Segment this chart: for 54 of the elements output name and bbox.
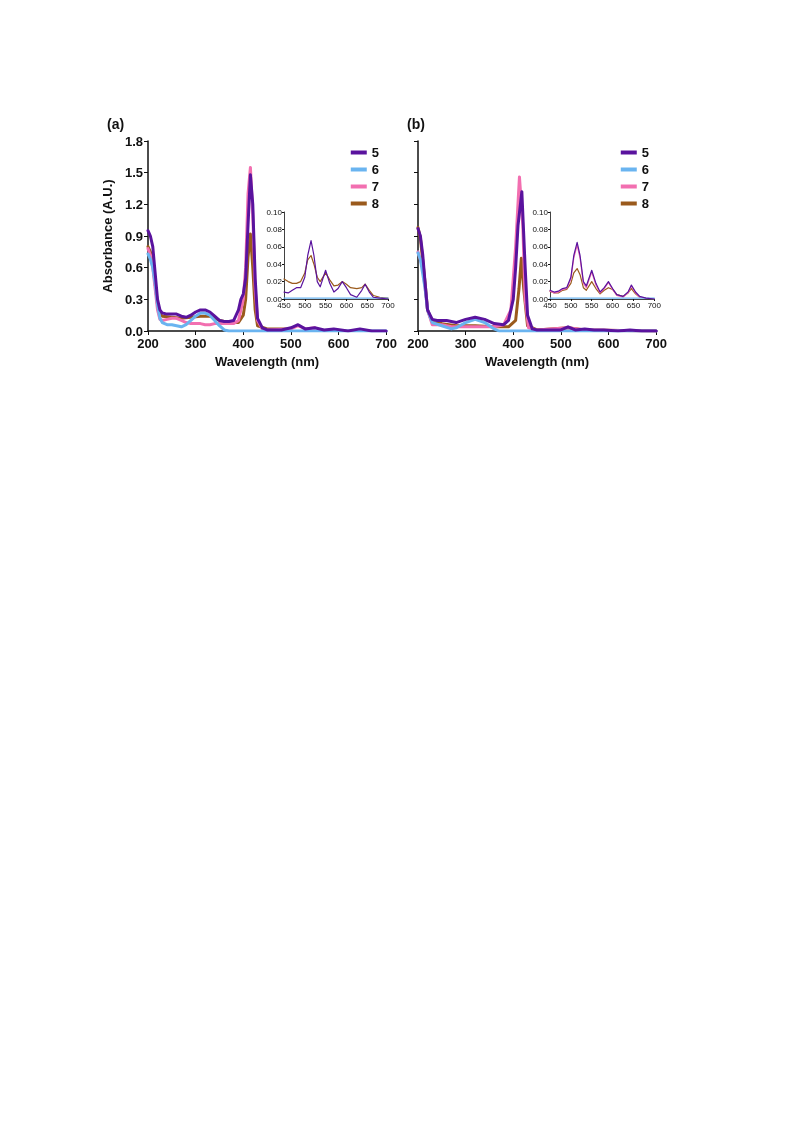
x-tick-label: 600 xyxy=(339,300,354,310)
x-tick-label: 500 xyxy=(550,336,572,351)
y-tick-label: 0.08 xyxy=(266,224,283,234)
y-tick-label: 0.3 xyxy=(124,291,143,307)
x-tick-label: 500 xyxy=(298,300,313,310)
y-tick-label: 0.9 xyxy=(124,228,143,244)
legend-label: 6 xyxy=(641,162,649,177)
x-tick-label: 650 xyxy=(360,300,375,310)
legend-label: 8 xyxy=(641,196,649,211)
y-tick-label: 0.02 xyxy=(266,277,283,287)
x-tick-label: 300 xyxy=(454,336,477,351)
y-tick-label: 0.04 xyxy=(532,259,549,269)
x-tick-label: 700 xyxy=(645,336,668,351)
y-tick-label: 0.6 xyxy=(124,260,143,276)
x-tick-label: 500 xyxy=(564,300,579,310)
legend-label: 8 xyxy=(371,196,379,211)
x-tick-label: 700 xyxy=(647,300,662,310)
y-tick-label: 1.8 xyxy=(124,133,143,149)
x-tick-label: 400 xyxy=(502,336,525,351)
y-tick-label: 0.04 xyxy=(266,259,283,269)
x-tick-label: 700 xyxy=(381,300,396,310)
y-tick-label: 0.10 xyxy=(266,207,283,217)
x-tick-label: 550 xyxy=(585,300,599,310)
y-tick-label: 1.5 xyxy=(124,165,143,181)
y-axis-title: Absorbance (A.U.) xyxy=(100,179,116,293)
chart-title: (a) xyxy=(107,116,125,132)
y-tick-label: 0.0 xyxy=(124,323,143,339)
x-tick-label: 600 xyxy=(605,300,620,310)
legend-label: 5 xyxy=(641,145,649,160)
legend-label: 6 xyxy=(371,162,379,177)
x-tick-label: 200 xyxy=(137,336,159,351)
x-tick-label: 600 xyxy=(327,336,350,351)
x-tick-label: 300 xyxy=(184,336,207,351)
x-tick-label: 400 xyxy=(232,336,255,351)
x-tick-label: 700 xyxy=(375,336,398,351)
x-tick-label: 500 xyxy=(280,336,302,351)
y-tick-label: 0.00 xyxy=(266,294,283,304)
y-tick-label: 1.2 xyxy=(124,196,143,212)
x-axis-title: Wavelength (nm) xyxy=(484,353,590,369)
x-tick-label: 600 xyxy=(597,336,620,351)
y-tick-label: 0.06 xyxy=(266,242,283,252)
x-axis-title: Wavelength (nm) xyxy=(214,353,320,369)
y-tick-label: 0.00 xyxy=(532,294,549,304)
y-tick-label: 0.02 xyxy=(532,277,549,287)
y-tick-label: 0.08 xyxy=(532,224,549,234)
x-tick-label: 200 xyxy=(407,336,429,351)
x-tick-label: 550 xyxy=(318,300,333,310)
legend-label: 7 xyxy=(641,179,649,194)
x-tick-label: 650 xyxy=(626,300,641,310)
legend-label: 7 xyxy=(371,179,379,194)
y-tick-label: 0.06 xyxy=(532,242,549,252)
y-tick-label: 0.10 xyxy=(532,207,549,217)
legend-label: 5 xyxy=(371,145,379,160)
chart-title: (b) xyxy=(407,116,425,132)
